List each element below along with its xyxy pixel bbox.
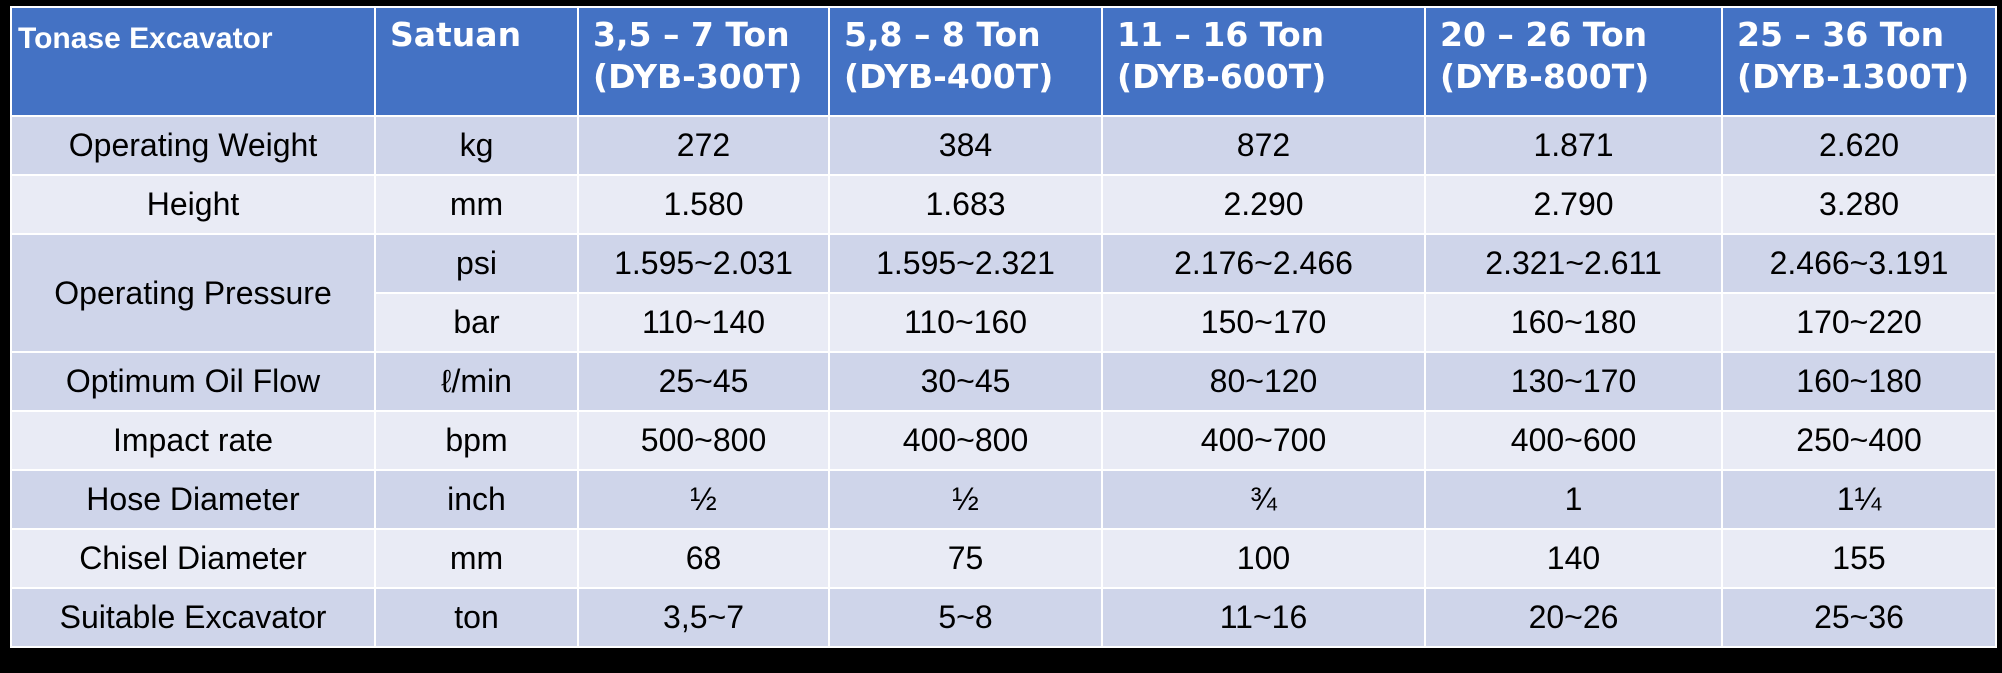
value-cell: 1.595~2.321 [828,233,1103,294]
value-cell: 250~400 [1721,410,1997,471]
value-cell: 110~160 [828,292,1103,353]
column-title: 20 – 26 Ton [1440,15,1648,54]
value-cell: 170~220 [1721,292,1997,353]
column-title: 3,5 – 7 Ton [593,15,790,54]
row-label: Operating Pressure [10,233,376,353]
value-cell: 100 [1101,528,1426,589]
value-cell: 150~170 [1101,292,1426,353]
column-model: (DYB-300T) [593,57,803,96]
value-cell: 872 [1101,115,1426,176]
value-cell: 130~170 [1424,351,1723,412]
unit-cell: psi [374,233,579,294]
row-label: Impact rate [10,410,376,471]
value-cell: 384 [828,115,1103,176]
row-label: Height [10,174,376,235]
value-cell: 1 [1424,469,1723,530]
value-cell: 1.595~2.031 [577,233,830,294]
value-cell: 2.620 [1721,115,1997,176]
value-cell: 2.290 [1101,174,1426,235]
table-row: Chisel Diameter mm 68 75 100 140 155 [10,528,1997,589]
value-cell: 160~180 [1721,351,1997,412]
table-row: Optimum Oil Flow ℓ/min 25~45 30~45 80~120 130… [10,351,1997,412]
header-cell: Satuan [374,6,579,117]
table-row: Operating Weight kg 272 384 872 1.871 2.620 [10,115,1997,176]
value-cell: 25~36 [1721,587,1997,648]
value-cell: 80~120 [1101,351,1426,412]
value-cell: 20~26 [1424,587,1723,648]
value-cell: 68 [577,528,830,589]
value-cell: 75 [828,528,1103,589]
value-cell: 500~800 [577,410,830,471]
header-cell: 20 – 26 Ton (DYB-800T) [1424,6,1723,117]
value-cell: 2.176~2.466 [1101,233,1426,294]
unit-cell: kg [374,115,579,176]
table-row: bar 110~140 110~160 150~170 160~180 170~220 [11,292,1997,353]
value-cell: 155 [1721,528,1997,589]
column-title: 25 – 36 Ton [1737,15,1945,54]
table-row: Impact rate bpm 500~800 400~800 400~700 400~6… [10,410,1997,471]
column-model: (DYB-1300T) [1737,57,1970,96]
value-cell: 2.790 [1424,174,1723,235]
row-label: Hose Diameter [10,469,376,530]
value-cell: 2.321~2.611 [1424,233,1723,294]
row-label: Optimum Oil Flow [10,351,376,412]
unit-cell: mm [374,174,579,235]
table-row: Height mm 1.580 1.683 2.290 2.790 3.280 [10,174,1997,235]
value-cell: 1.871 [1424,115,1723,176]
value-cell: 3.280 [1721,174,1997,235]
unit-cell: ton [374,587,579,648]
column-title: 11 – 16 Ton [1117,15,1325,54]
row-label: Chisel Diameter [10,528,376,589]
value-cell: 5~8 [828,587,1103,648]
header-row: Tonase Excavator Satuan 3,5 – 7 Ton (DYB-… [10,6,1997,117]
header-cell: Tonase Excavator [10,6,376,117]
unit-cell: ℓ/min [374,351,579,412]
table-body: Operating Weight kg 272 384 872 1.871 2.620 Hei… [10,115,1997,648]
unit-cell: inch [374,469,579,530]
unit-cell: bpm [374,410,579,471]
value-cell: 140 [1424,528,1723,589]
value-cell: ½ [577,469,830,530]
value-cell: 25~45 [577,351,830,412]
value-cell: ½ [828,469,1103,530]
value-cell: 3,5~7 [577,587,830,648]
column-model: (DYB-600T) [1117,57,1327,96]
value-cell: 11~16 [1101,587,1426,648]
table-row: Hose Diameter inch ½ ½ ¾ 1 1¼ [10,469,1997,530]
header-cell: 3,5 – 7 Ton (DYB-300T) [577,6,830,117]
column-model: (DYB-800T) [1440,57,1650,96]
unit-cell: bar [374,292,579,353]
table-row: Operating Pressure psi 1.595~2.031 1.595~2.… [10,233,1997,353]
value-cell: 1.580 [577,174,830,235]
table-row: Suitable Excavator ton 3,5~7 5~8 11~16 20~26 2… [10,587,1997,648]
value-cell: 2.466~3.191 [1721,233,1997,294]
value-cell: 400~800 [828,410,1103,471]
spec-table: Tonase Excavator Satuan 3,5 – 7 Ton (DYB-… [10,6,1997,648]
row-label: Suitable Excavator [10,587,376,648]
row-label: Operating Weight [10,115,376,176]
header-cell: 11 – 16 Ton (DYB-600T) [1101,6,1426,117]
value-cell: 1¼ [1721,469,1997,530]
header-cell: 25 – 36 Ton (DYB-1300T) [1721,6,1997,117]
value-cell: 110~140 [577,292,830,353]
value-cell: ¾ [1101,469,1426,530]
value-cell: 160~180 [1424,292,1723,353]
unit-cell: mm [374,528,579,589]
column-title: 5,8 – 8 Ton [844,15,1041,54]
value-cell: 1.683 [828,174,1103,235]
value-cell: 30~45 [828,351,1103,412]
header-cell: 5,8 – 8 Ton (DYB-400T) [828,6,1103,117]
value-cell: 272 [577,115,830,176]
column-model: (DYB-400T) [844,57,1054,96]
value-cell: 400~600 [1424,410,1723,471]
value-cell: 400~700 [1101,410,1426,471]
